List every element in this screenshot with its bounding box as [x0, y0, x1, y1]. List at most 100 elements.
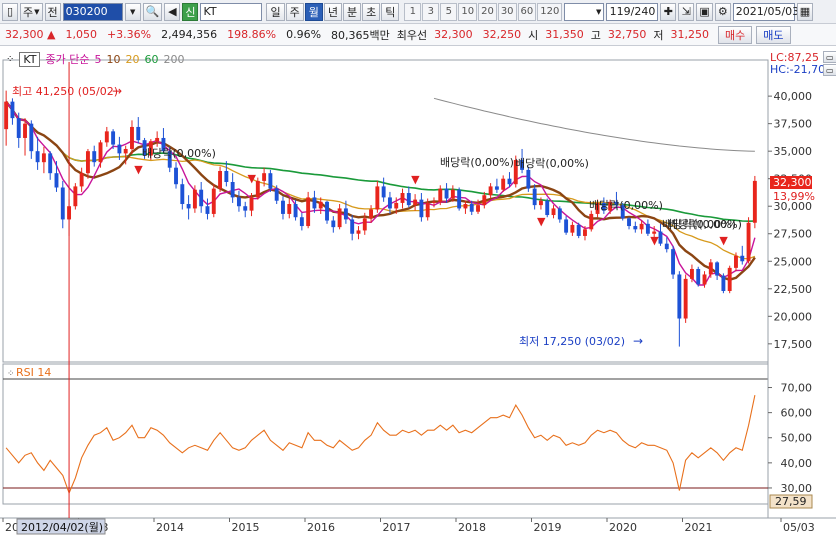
candle-body	[123, 148, 128, 154]
candle-body	[54, 173, 59, 188]
period-tab-4[interactable]: 분	[342, 2, 362, 21]
candle-body	[142, 140, 147, 156]
grid-icon[interactable]: ⁘	[6, 53, 15, 65]
interval-tab-10[interactable]: 10	[458, 2, 478, 21]
candle-body	[526, 169, 531, 189]
candle-body	[658, 231, 663, 244]
rsi-current-tag	[769, 494, 813, 509]
candle-body	[325, 201, 329, 221]
zoom-icon[interactable]: ⇲	[678, 2, 695, 21]
interval-tab-3[interactable]: 3	[422, 2, 440, 21]
candle-body	[236, 197, 241, 207]
candle-body	[199, 189, 204, 207]
interval-tab-5[interactable]: 5	[440, 2, 458, 21]
price-tick-label: 37,500	[774, 118, 813, 131]
chart-type-icon[interactable]: ▯	[2, 2, 18, 21]
candle-body	[551, 208, 556, 216]
period-tab-5[interactable]: 초	[362, 2, 381, 21]
candle-body	[538, 200, 543, 206]
market-select[interactable]: 주 ▼	[20, 2, 43, 21]
interval-tab-30[interactable]: 30	[497, 2, 517, 21]
candle-body	[104, 131, 109, 143]
low-label: 저	[653, 28, 664, 42]
candle-body	[740, 255, 745, 262]
best-bid: 32,250	[482, 28, 522, 41]
candle-body	[444, 188, 449, 199]
dividend-arrow-icon: ▼	[650, 234, 659, 247]
low-arrow-icon: →	[633, 334, 643, 348]
period-tab-6[interactable]: 틱	[381, 2, 400, 21]
period-tab-0[interactable]: 일	[266, 2, 285, 21]
expand-icon[interactable]: ▭	[823, 64, 836, 76]
period-tab-3[interactable]: 년	[323, 2, 342, 21]
candle-body	[689, 268, 694, 279]
candle-body	[23, 123, 27, 138]
dividend-arrow-icon: ▼	[134, 163, 143, 176]
candle-body	[337, 208, 342, 228]
period-tab-2[interactable]: 월	[304, 2, 323, 21]
price-tick-label: 22,500	[774, 283, 813, 296]
candle-body	[211, 188, 216, 214]
candle-body	[482, 195, 487, 206]
gear-icon[interactable]: ⚙	[714, 2, 731, 21]
new-button[interactable]: 신	[182, 2, 199, 21]
add-icon[interactable]: ✚	[660, 2, 677, 21]
interval-tab-1[interactable]: 1	[404, 2, 422, 21]
price-chart[interactable]: 17,50020,00022,50025,00027,50030,00032,5…	[0, 46, 836, 540]
candle-body	[671, 249, 676, 275]
candle-body	[356, 230, 361, 234]
dividend-arrow-icon: ▼	[248, 172, 257, 185]
dividend-arrow-icon: ▼	[537, 215, 546, 228]
collapse-icon[interactable]: ▭	[823, 51, 836, 63]
price-tick-label: 30,000	[774, 200, 813, 213]
candle-body	[664, 243, 669, 250]
ma20-line	[5, 101, 756, 260]
candle-body	[413, 199, 418, 206]
interval-tab-20[interactable]: 20	[478, 2, 497, 21]
candle-body	[727, 267, 732, 291]
date-field[interactable]: 2021/05/03	[732, 2, 799, 21]
calendar-icon[interactable]: ▦	[796, 2, 814, 21]
period-tab-1[interactable]: 주	[285, 2, 304, 21]
prev-button[interactable]: 전	[44, 2, 61, 21]
count-field[interactable]: 119/240	[606, 2, 659, 21]
ma-legend-20[interactable]: 20	[125, 52, 140, 66]
candle-body	[73, 186, 78, 207]
candle-body	[570, 224, 575, 233]
sell-button[interactable]: 매도	[756, 25, 791, 44]
ma-legend-5[interactable]: 5	[94, 52, 102, 66]
high-label: 고	[590, 28, 601, 42]
candle-body	[406, 193, 411, 206]
interval-tab-120[interactable]: 120	[537, 2, 563, 21]
rsi-tick-label: 30,00	[781, 482, 813, 495]
candle-body	[387, 197, 392, 209]
candle-body	[98, 142, 103, 163]
candle-body	[249, 197, 254, 211]
candle-body	[457, 189, 462, 209]
candle-body	[136, 126, 141, 141]
code-dropdown-icon[interactable]: ▼	[124, 2, 141, 21]
ma-legend-60[interactable]: 60	[144, 52, 159, 66]
candle-body	[224, 170, 229, 182]
stock-name-field[interactable]: KT	[200, 2, 263, 21]
image-icon[interactable]: ▣	[696, 2, 713, 21]
sound-icon[interactable]: ◀	[164, 2, 181, 21]
search-icon[interactable]: 🔍	[142, 2, 163, 21]
hc-value: HC:-21,70	[770, 63, 826, 76]
ma-legend-200[interactable]: 200	[163, 52, 185, 66]
rsi-grid-icon: ⁘	[7, 369, 15, 379]
ma-title[interactable]: 종가 단순	[45, 53, 90, 66]
ma-legend-10[interactable]: 10	[106, 52, 121, 66]
chart-legend: ⁘ KT 종가 단순 5 10 20 60 200	[6, 51, 184, 67]
interval-tab-60[interactable]: 60	[517, 2, 537, 21]
candle-body	[583, 229, 587, 236]
price-change: 1,050	[65, 28, 97, 41]
count-value: 119/240	[609, 5, 656, 18]
buy-button[interactable]: 매수	[718, 25, 753, 44]
stock-code-input[interactable]: 030200	[62, 2, 123, 21]
candle-body	[507, 178, 512, 185]
candle-body	[545, 200, 550, 216]
candle-body	[299, 217, 304, 227]
range-select[interactable]: ▼	[564, 2, 605, 21]
legend-stock-name[interactable]: KT	[19, 51, 41, 67]
